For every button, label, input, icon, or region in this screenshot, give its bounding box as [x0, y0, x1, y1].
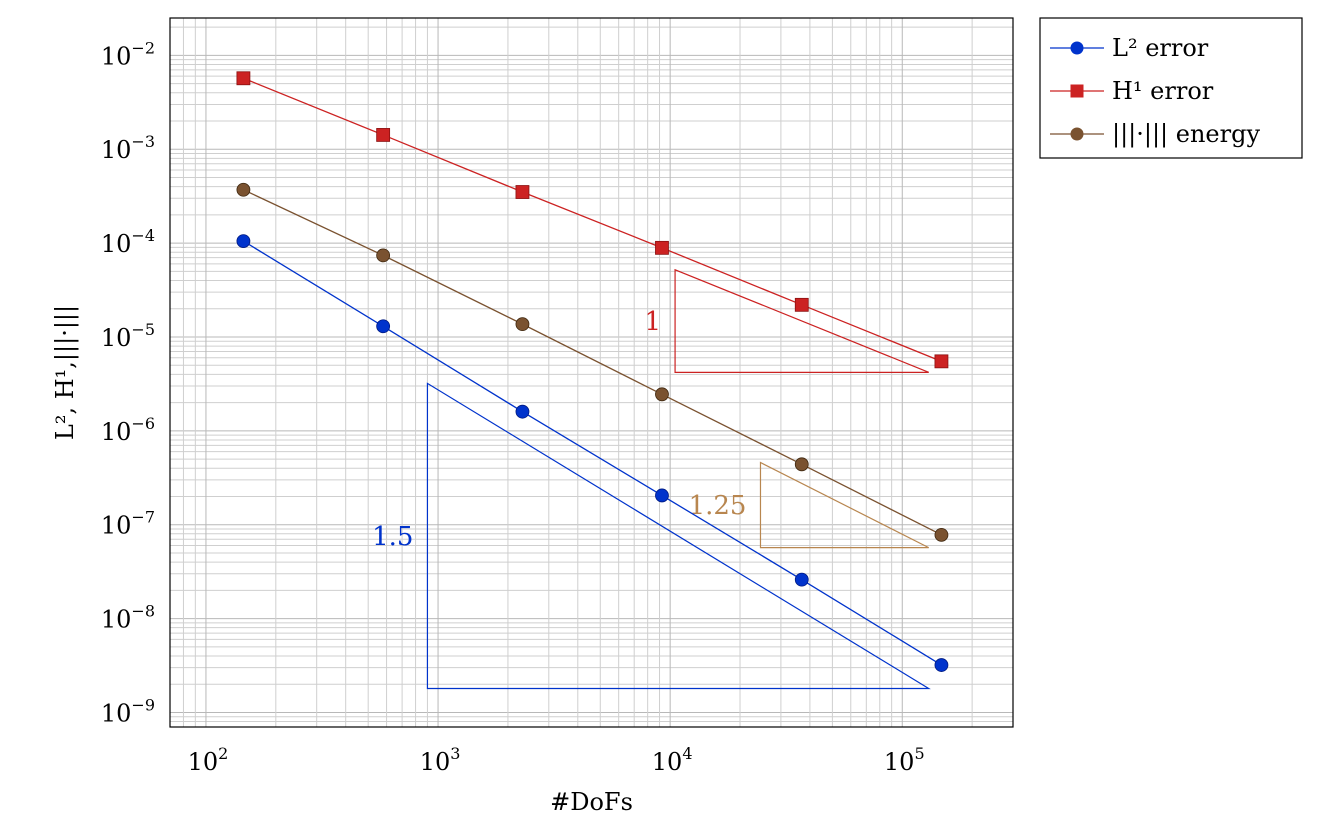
slope-label: 1 [645, 307, 662, 337]
x-axis-label: #DoFs [550, 788, 633, 816]
data-point [236, 182, 251, 197]
y-tick-label: 10−9 [101, 695, 155, 727]
data-point [376, 248, 391, 263]
series-line [243, 189, 942, 536]
data-point [655, 488, 669, 503]
plot-frame [169, 17, 1014, 728]
data-point [934, 658, 949, 672]
data-point [655, 240, 669, 255]
x-tick-label: 105 [884, 744, 925, 776]
y-tick-label: 10−5 [101, 320, 155, 352]
legend-marker [1070, 41, 1084, 55]
slope-label: 1.25 [689, 491, 747, 521]
legend-label: H¹ error [1112, 77, 1214, 105]
x-tick-label: 103 [420, 744, 461, 776]
series-line [243, 77, 942, 362]
slope-triangles: 1.5 1 1.25 [372, 268, 931, 690]
y-tick-label: 10−2 [101, 38, 155, 70]
data-point [934, 527, 949, 542]
x-tick-label: 102 [188, 744, 229, 776]
y-axis-label: L², H¹,|||·||| [51, 305, 80, 440]
y-tick-label: 10−3 [101, 132, 155, 164]
y-tick-label: 10−4 [101, 226, 155, 258]
data-point [236, 234, 251, 249]
slope-label: 1.5 [372, 522, 413, 552]
slope-triangle [759, 461, 929, 549]
y-tick-label: 10−6 [101, 414, 155, 446]
data-point [515, 185, 530, 199]
series [236, 71, 949, 369]
legend-marker [1070, 127, 1084, 141]
tick-labels: 102 103 104 105 10−9 10−8 10−7 10−6 10−5 10−4 10−3… [101, 38, 925, 776]
legend-box [1039, 17, 1303, 159]
y-tick-label: 10−8 [101, 602, 155, 634]
data-point [794, 572, 809, 587]
legend: L² error H¹ error |||·||| energy [1039, 17, 1303, 159]
legend-marker [1070, 84, 1084, 98]
y-tick-label: 10−7 [101, 508, 155, 540]
data-point [934, 354, 949, 369]
data-point [794, 297, 809, 312]
legend-entry: L² error [1050, 34, 1209, 62]
data-point [655, 387, 669, 402]
grid-lines [169, 18, 1014, 728]
data-point [376, 319, 391, 334]
legend-label: L² error [1112, 34, 1209, 62]
data-series [236, 71, 949, 672]
legend-label: |||·||| energy [1112, 120, 1260, 149]
data-point [236, 71, 251, 86]
legend-entry: H¹ error [1050, 77, 1214, 105]
data-point [376, 128, 391, 142]
x-tick-label: 104 [652, 744, 693, 776]
series-line [243, 240, 942, 666]
data-point [515, 317, 530, 332]
slope-triangle [426, 382, 931, 690]
series [236, 182, 949, 542]
slope-triangle [674, 268, 929, 373]
data-point [794, 457, 809, 472]
series [236, 234, 949, 672]
legend-entry: |||·||| energy [1050, 120, 1260, 149]
data-point [515, 404, 530, 419]
